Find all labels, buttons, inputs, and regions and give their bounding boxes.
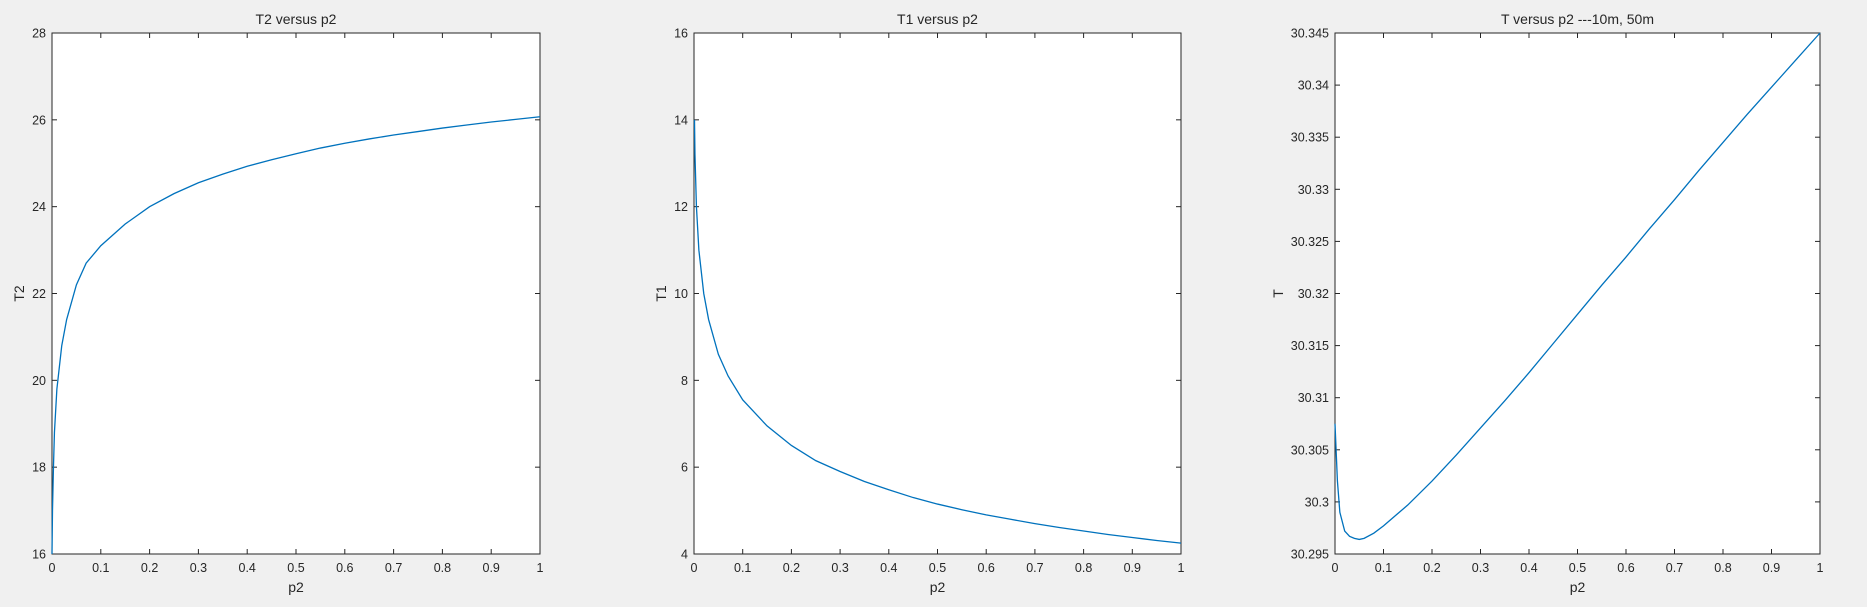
x-tick-label: 0.7 <box>385 561 402 575</box>
x-tick-label: 0.9 <box>1124 561 1141 575</box>
y-tick-label: 30.315 <box>1291 339 1329 353</box>
x-tick-label: 0.5 <box>1569 561 1586 575</box>
y-tick-label: 30.295 <box>1291 548 1329 562</box>
chart-title: T1 versus p2 <box>897 11 978 27</box>
x-tick-label: 0.3 <box>1472 561 1489 575</box>
x-tick-label: 0.6 <box>336 561 353 575</box>
x-axis-label: p2 <box>1570 579 1586 595</box>
x-tick-label: 0.8 <box>434 561 451 575</box>
x-tick-label: 0.9 <box>1763 561 1780 575</box>
series-line <box>1334 32 1821 541</box>
plot-area <box>693 32 1182 555</box>
chart-title: T versus p2 ---10m, 50m <box>1501 11 1654 27</box>
y-tick-label: 4 <box>681 548 688 562</box>
y-tick-label: 30.345 <box>1291 27 1329 41</box>
y-tick-label: 24 <box>32 200 46 214</box>
x-tick-label: 1 <box>1178 561 1185 575</box>
x-tick-label: 0.4 <box>239 561 256 575</box>
x-tick-label: 0.7 <box>1666 561 1683 575</box>
y-tick-label: 30.34 <box>1298 79 1329 93</box>
y-tick-label: 12 <box>674 200 688 214</box>
x-tick-label: 0.2 <box>141 561 158 575</box>
y-tick-label: 30.335 <box>1291 131 1329 145</box>
x-tick-label: 0.1 <box>92 561 109 575</box>
x-tick-label: 0.2 <box>1423 561 1440 575</box>
y-tick-label: 16 <box>674 27 688 41</box>
x-tick-label: 0.7 <box>1026 561 1043 575</box>
x-tick-label: 0 <box>691 561 698 575</box>
y-tick-label: 30.305 <box>1291 443 1329 457</box>
y-tick-label: 18 <box>32 461 46 475</box>
y-tick-label: 28 <box>32 27 46 41</box>
x-tick-label: 0.1 <box>734 561 751 575</box>
y-tick-label: 10 <box>674 287 688 301</box>
x-tick-label: 0.3 <box>190 561 207 575</box>
y-tick-label: 6 <box>681 461 688 475</box>
y-axis-label: T <box>1270 289 1286 298</box>
x-tick-label: 0.2 <box>783 561 800 575</box>
chart-2: 0 0.1 0.2 0.3 0.4 0.5 0.6 0.7 0.8 0.9 146810121416… <box>653 11 1185 595</box>
x-tick-label: 0.6 <box>978 561 995 575</box>
x-tick-label: 1 <box>1817 561 1824 575</box>
x-tick-label: 0 <box>1332 561 1339 575</box>
y-tick-label: 30.3 <box>1305 495 1329 509</box>
x-tick-label: 0.8 <box>1075 561 1092 575</box>
y-tick-label: 14 <box>674 113 688 127</box>
y-tick-label: 8 <box>681 374 688 388</box>
y-tick-label: 30.325 <box>1291 235 1329 249</box>
x-tick-label: 0.5 <box>929 561 946 575</box>
x-tick-label: 0.1 <box>1375 561 1392 575</box>
x-tick-label: 0.5 <box>287 561 304 575</box>
y-tick-label: 22 <box>32 287 46 301</box>
x-axis-label: p2 <box>930 579 946 595</box>
chart-title: T2 versus p2 <box>256 11 337 27</box>
x-tick-label: 0 <box>49 561 56 575</box>
x-tick-label: 0.4 <box>880 561 897 575</box>
x-tick-label: 0.6 <box>1617 561 1634 575</box>
series-line <box>51 116 541 555</box>
y-axis-label: T1 <box>653 285 669 302</box>
plot-area <box>51 32 541 555</box>
y-tick-label: 16 <box>32 548 46 562</box>
x-tick-label: 0.9 <box>483 561 500 575</box>
series-line <box>693 119 1182 544</box>
y-tick-label: 30.32 <box>1298 287 1329 301</box>
x-tick-label: 0.4 <box>1520 561 1537 575</box>
x-axis-label: p2 <box>288 579 304 595</box>
chart-3: 0 0.1 0.2 0.3 0.4 0.5 0.6 0.7 0.8 0.9 130.29530.33… <box>1270 11 1824 595</box>
x-tick-label: 1 <box>537 561 544 575</box>
x-tick-label: 0.8 <box>1714 561 1731 575</box>
plot-area <box>1334 32 1821 555</box>
chart-1: 0 0.1 0.2 0.3 0.4 0.5 0.6 0.7 0.8 0.9 1 16 18 20 22 24 2… <box>11 11 544 595</box>
y-tick-label: 30.31 <box>1298 391 1329 405</box>
y-tick-label: 20 <box>32 374 46 388</box>
y-tick-label: 26 <box>32 113 46 127</box>
x-tick-label: 0.3 <box>831 561 848 575</box>
y-axis-label: T2 <box>11 285 27 302</box>
y-tick-label: 30.33 <box>1298 183 1329 197</box>
